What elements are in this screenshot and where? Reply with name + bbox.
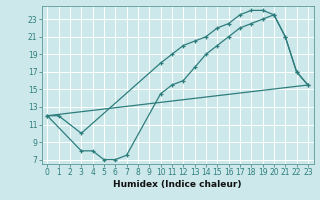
X-axis label: Humidex (Indice chaleur): Humidex (Indice chaleur): [113, 180, 242, 189]
